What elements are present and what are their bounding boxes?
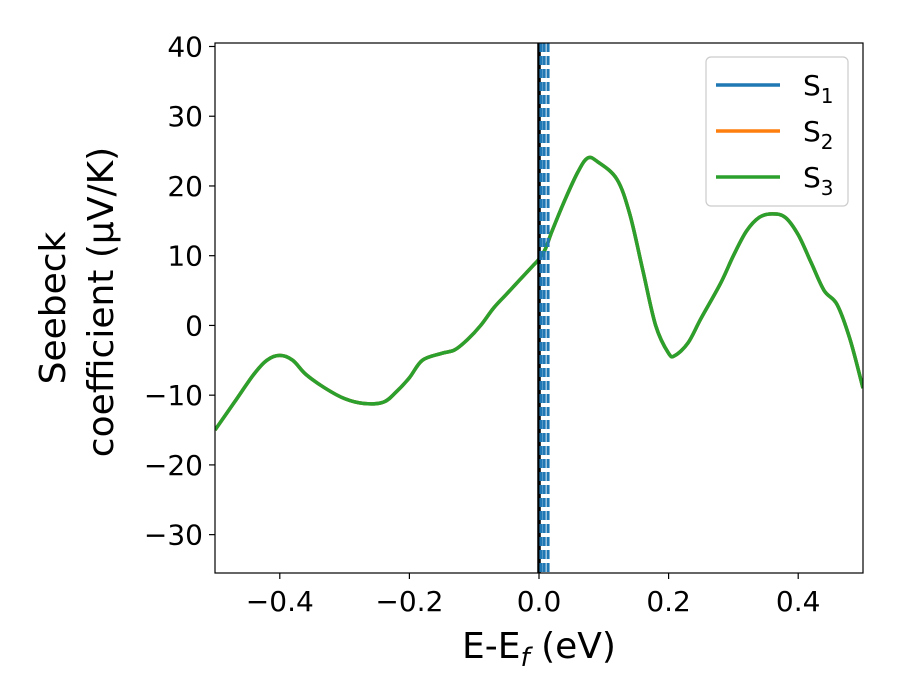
y-tick-label: 30 [167,100,203,133]
y-tick-label: 0 [185,309,203,342]
x-tick-label: −0.2 [375,585,443,618]
y-tick-label: −20 [144,449,203,482]
legend-label-2: S2 [803,115,834,154]
y-axis-ticks: −30 −20 −10 0 10 20 30 40 [144,30,215,552]
y-axis-label-line1: Seebeck [33,231,74,384]
legend-label-1: S1 [803,69,834,108]
series-line-3 [215,155,863,432]
legend-label-3: S3 [803,161,834,200]
x-tick-label: 0.4 [776,585,821,618]
x-tick-label: −0.4 [246,585,314,618]
x-tick-label: 0.2 [646,585,691,618]
y-axis-label-line2: coefficient (μV/K) [81,147,122,457]
y-tick-label: 40 [167,30,203,63]
x-axis-label: E-Ef (eV) [462,626,616,673]
x-tick-label: 0.0 [517,585,562,618]
fermi-level-lines [537,43,550,573]
legend: S1 S2 S3 [705,56,849,207]
y-tick-label: 20 [167,170,203,203]
y-axis-label: Seebeck coefficient (μV/K) [33,147,122,457]
x-axis-ticks: −0.4 −0.2 0.0 0.2 0.4 [246,573,821,618]
y-tick-label: −10 [144,379,203,412]
y-tick-label: 10 [167,240,203,273]
plot-lines [215,155,863,432]
y-tick-label: −30 [144,519,203,552]
